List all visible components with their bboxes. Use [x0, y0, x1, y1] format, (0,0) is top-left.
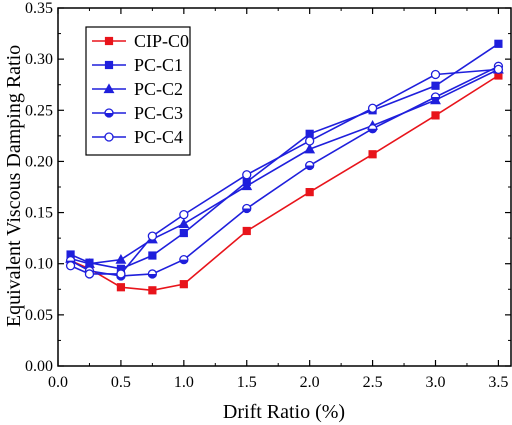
- data-point: [147, 231, 158, 241]
- y-tick-label: 0.05: [25, 307, 53, 324]
- data-point: [431, 111, 440, 120]
- legend-label: PC-C3: [134, 103, 183, 123]
- x-tick-label: 2.0: [300, 374, 320, 391]
- data-point: [430, 92, 441, 102]
- data-point: [493, 64, 504, 75]
- marker-fill: [148, 273, 157, 278]
- data-point: [115, 253, 127, 264]
- x-tick-label: 3.5: [488, 374, 508, 391]
- legend-label: PC-C1: [134, 55, 183, 75]
- data-point: [116, 269, 126, 279]
- y-tick-label: 0.20: [25, 153, 53, 170]
- data-point: [242, 170, 252, 180]
- legend-marker: [104, 108, 114, 118]
- axes: 0.0 0.5 1.0 1.5 2.0 2.5 3.0 3.5 0.00 0.05 0.10 0.15…: [25, 0, 512, 391]
- legend-item: PC-C4: [92, 127, 183, 147]
- marker-fill: [179, 259, 188, 264]
- data-point: [368, 150, 377, 159]
- y-tick-label: 0.10: [25, 256, 53, 273]
- series-layer: [65, 39, 504, 295]
- x-tick-label: 3.0: [426, 374, 446, 391]
- legend-marker: [104, 60, 114, 70]
- y-tick-label: 0.30: [25, 51, 53, 68]
- data-point: [84, 269, 95, 279]
- legend-item: CIP-C0: [92, 31, 189, 51]
- x-axis-label: Drift Ratio (%): [223, 401, 345, 423]
- data-point: [179, 280, 188, 289]
- data-point: [367, 103, 378, 113]
- legend-label: PC-C2: [134, 79, 183, 99]
- series-line: [70, 43, 499, 270]
- legend-item: PC-C3: [92, 103, 183, 123]
- series-line: [70, 68, 499, 275]
- data-point: [494, 39, 503, 48]
- y-tick-label: 0.15: [25, 205, 53, 222]
- data-point: [242, 226, 251, 236]
- y-tick-label: 0.35: [25, 0, 53, 17]
- y-tick-label: 0.25: [25, 102, 53, 119]
- y-tick-label: 0.00: [25, 358, 53, 375]
- marker-fill: [431, 96, 440, 101]
- legend-marker: [103, 83, 115, 94]
- data-point: [65, 261, 76, 271]
- legend-marker: [104, 36, 114, 46]
- data-point: [147, 269, 158, 279]
- legend-marker: [104, 132, 114, 142]
- data-point: [178, 218, 190, 229]
- x-tick-label: 0.0: [48, 374, 68, 391]
- data-point: [304, 143, 316, 154]
- data-point: [116, 283, 126, 292]
- marker-fill: [305, 165, 314, 170]
- x-tick-label: 1.0: [174, 374, 194, 391]
- data-point: [367, 124, 378, 134]
- legend: CIP-C0 PC-C1 PC-C2 PC-C3 PC-C4: [85, 26, 191, 156]
- data-point: [148, 286, 157, 295]
- y-axis-label: Equivalent Viscous Damping Ratio: [3, 45, 25, 327]
- marker-fill: [105, 113, 113, 117]
- legend-item: PC-C1: [92, 55, 183, 75]
- marker-fill: [242, 208, 251, 213]
- data-point: [179, 254, 189, 265]
- data-point: [242, 203, 252, 214]
- marker-fill: [368, 128, 377, 133]
- x-tick-label: 1.5: [237, 374, 257, 391]
- x-tick-label: 0.5: [111, 374, 131, 391]
- data-point: [305, 136, 315, 146]
- data-point: [148, 251, 157, 260]
- legend-box: [85, 26, 191, 156]
- data-point: [179, 228, 188, 238]
- legend-item: PC-C2: [92, 79, 183, 99]
- data-point: [305, 188, 314, 197]
- series-line: [70, 74, 499, 292]
- data-point: [305, 160, 315, 171]
- data-point: [241, 180, 253, 191]
- legend-label: PC-C4: [134, 127, 183, 147]
- data-point: [179, 209, 189, 220]
- series-pc-c4: [65, 64, 504, 279]
- legend-label: CIP-C0: [134, 31, 189, 51]
- data-point: [430, 69, 441, 80]
- data-point: [431, 81, 440, 90]
- x-tick-label: 2.5: [363, 374, 383, 391]
